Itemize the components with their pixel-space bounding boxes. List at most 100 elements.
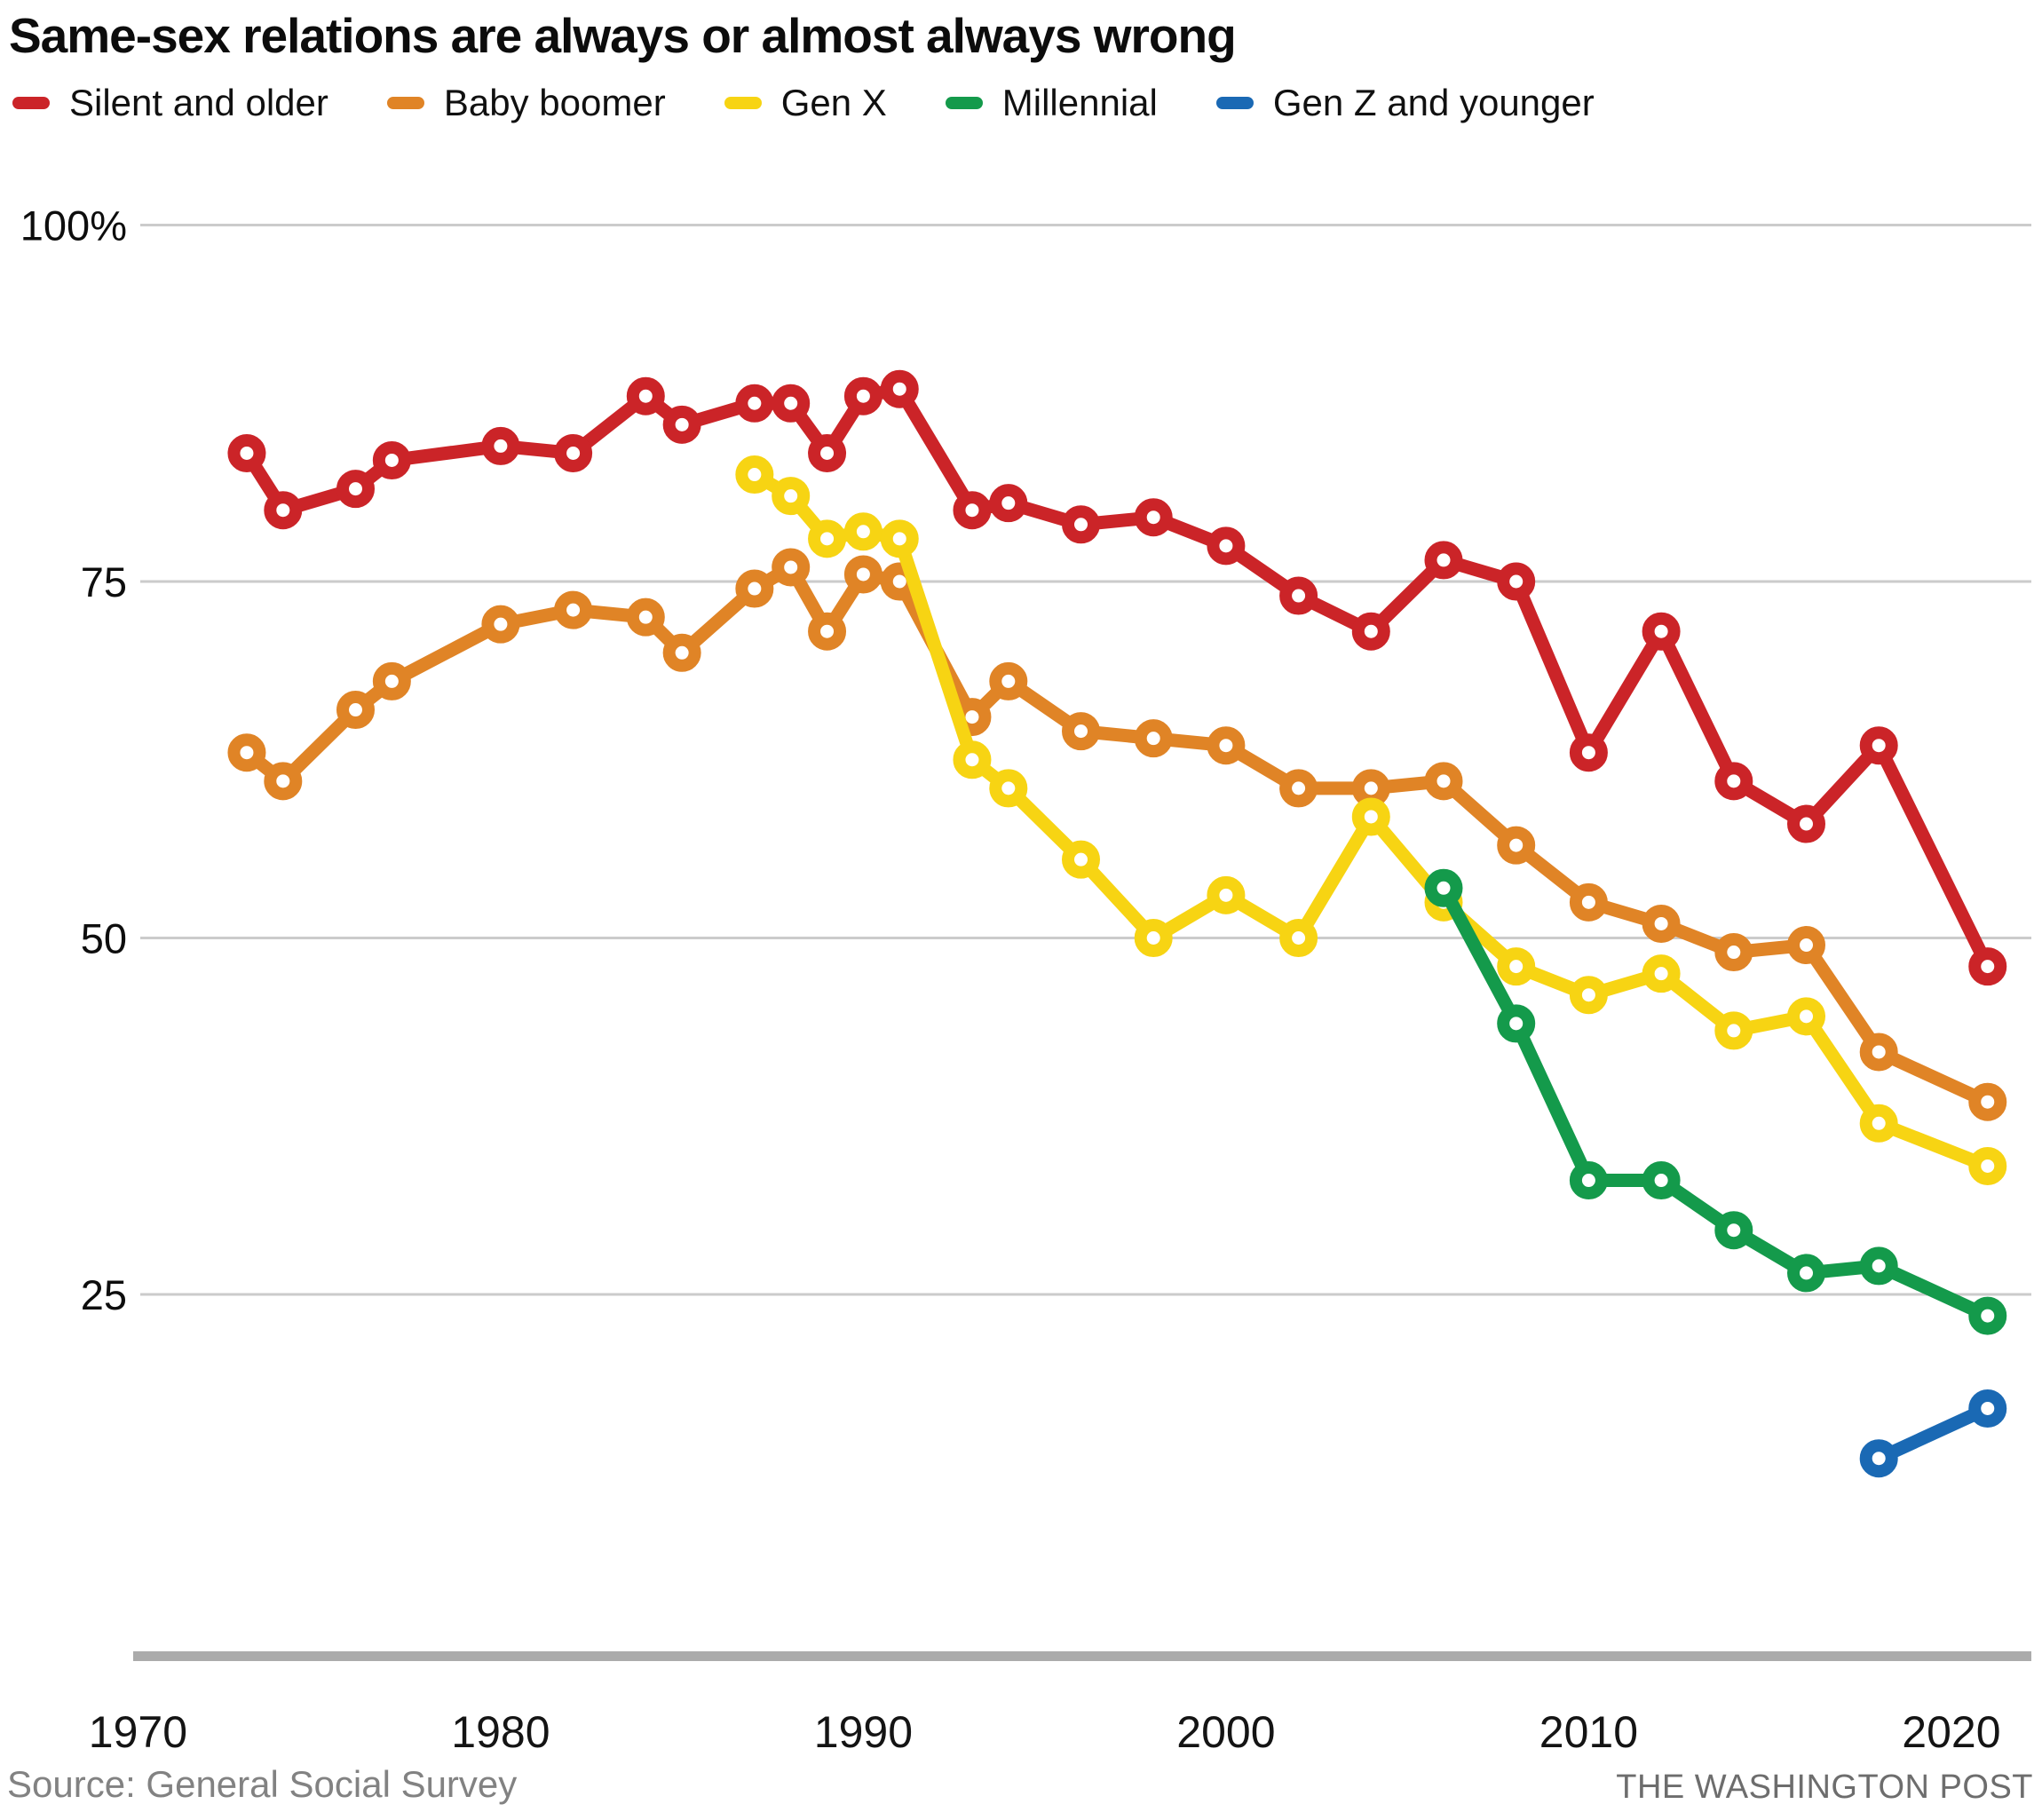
series-gen-z-and-younger [1859, 1389, 2007, 1478]
data-point [735, 384, 774, 423]
series-line-baby-boomer [242, 560, 1991, 1109]
source-note: Source: General Social Survey [7, 1763, 518, 1805]
x-axis-tick-1980: 1980 [451, 1707, 550, 1757]
data-point [227, 433, 266, 472]
legend-label: Baby boomer [443, 82, 666, 123]
data-point [1207, 726, 1246, 765]
data-point [1642, 904, 1681, 943]
y-axis-label-50: 50 [81, 915, 127, 962]
legend-swatch-icon [12, 97, 50, 109]
x-axis-tick-2020: 2020 [1902, 1707, 2000, 1757]
data-point [1714, 933, 1753, 972]
data-point [772, 477, 811, 516]
series-line-silent-and-older [241, 382, 1994, 969]
legend-swatch-icon [386, 97, 424, 109]
data-point [1968, 1146, 2007, 1185]
data-point [1968, 947, 2007, 986]
y-axis-label-25: 25 [81, 1271, 127, 1318]
data-point [481, 605, 520, 644]
data-point [662, 633, 701, 672]
brand: THE WASHINGTON POST [1616, 1769, 2033, 1806]
data-point [554, 590, 593, 629]
data-point [843, 512, 882, 551]
data-point [1787, 926, 1825, 965]
data-point [1424, 541, 1463, 580]
data-point [1859, 1104, 1898, 1143]
legend-swatch-icon [945, 97, 983, 109]
data-point [1351, 797, 1390, 836]
data-point [880, 519, 919, 558]
series-millennial [1424, 868, 2007, 1335]
data-point [1062, 712, 1100, 751]
x-axis-tick-1970: 1970 [89, 1707, 187, 1757]
legend-label: Millennial [1001, 82, 1158, 123]
data-point [1787, 804, 1825, 843]
data-point [626, 597, 665, 637]
data-point [662, 405, 701, 444]
legend-label: Silent and older [69, 82, 328, 123]
data-point [1968, 1389, 2007, 1428]
data-point [1351, 769, 1390, 808]
data-point [1569, 1161, 1608, 1200]
x-axis-ticks: 1970 1980 1990 2000 2010 2020 [89, 1707, 2001, 1757]
data-point [1134, 719, 1173, 758]
legend-item-baby-boomer: Baby boomer [386, 82, 666, 124]
y-axis-label-75: 75 [81, 558, 127, 605]
data-point [336, 470, 375, 509]
data-point [808, 433, 847, 472]
data-point [227, 733, 266, 772]
legend-item-gen-x: Gen X [724, 82, 887, 124]
data-point [953, 740, 992, 779]
x-axis-line [133, 1651, 2031, 1661]
data-point [1714, 1211, 1753, 1250]
data-point [1134, 919, 1173, 957]
data-point [808, 612, 847, 651]
data-point [880, 369, 919, 408]
data-point [1714, 1011, 1753, 1050]
data-point [1062, 505, 1100, 544]
chart-title: Same-sex relations are always or almost … [9, 8, 1237, 63]
data-point [1497, 826, 1536, 865]
legend-label: Gen Z and younger [1272, 82, 1595, 123]
gridlines: 100% 75 50 25 [20, 202, 2031, 1318]
y-axis-label-100: 100% [20, 202, 127, 249]
data-point [953, 491, 992, 530]
data-point [735, 455, 774, 495]
data-point [336, 691, 375, 730]
data-point [1787, 1254, 1825, 1293]
legend-swatch-icon [724, 97, 762, 109]
data-point [808, 519, 847, 558]
data-point [1279, 919, 1318, 957]
data-point [1859, 1033, 1898, 1072]
data-point [989, 769, 1028, 808]
data-point [1714, 762, 1753, 801]
data-point [843, 376, 882, 415]
data-point [372, 440, 411, 479]
data-point [1279, 769, 1318, 808]
series-line-gen-z-and-younger [1876, 1402, 1991, 1465]
data-point [1207, 875, 1246, 914]
x-axis-tick-2000: 2000 [1176, 1707, 1275, 1757]
chart-legend: Silent and older Baby boomer Gen X Millenni… [12, 82, 1595, 124]
x-axis-tick-1990: 1990 [814, 1707, 913, 1757]
data-point [264, 491, 303, 530]
data-point [626, 376, 665, 415]
data-point [1569, 882, 1608, 922]
x-axis-tick-2010: 2010 [1539, 1707, 1638, 1757]
data-point [372, 661, 411, 700]
series-silent-and-older [227, 369, 2007, 986]
data-point [1497, 562, 1536, 601]
data-point [1968, 1082, 2007, 1121]
data-point [1569, 733, 1608, 772]
data-point [735, 569, 774, 608]
legend-label: Gen X [780, 82, 887, 123]
data-point [481, 426, 520, 465]
data-point [1787, 997, 1825, 1036]
legend-item-silent-and-older: Silent and older [12, 82, 328, 124]
data-point [1424, 868, 1463, 907]
data-point [843, 555, 882, 594]
series-gen-x [735, 455, 2007, 1185]
data-point [772, 384, 811, 423]
data-point [1968, 1296, 2007, 1335]
